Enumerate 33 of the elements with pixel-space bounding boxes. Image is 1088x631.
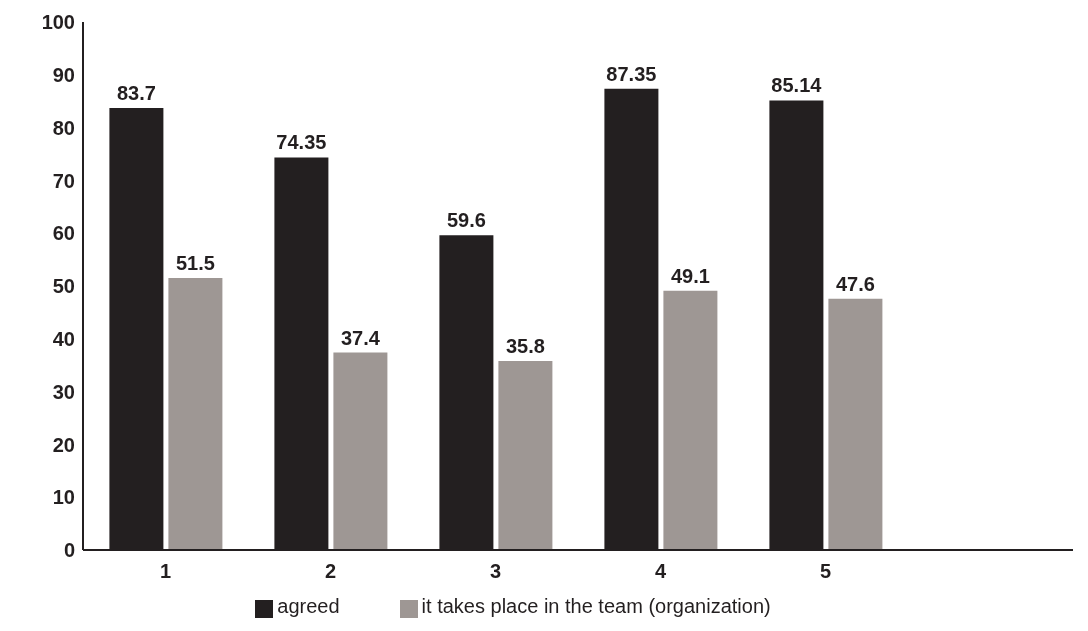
y-tick-label: 10 xyxy=(52,486,75,509)
data-label: 85.14 xyxy=(771,74,823,97)
y-tick-label: 0 xyxy=(63,539,75,562)
bar xyxy=(828,298,883,550)
bar xyxy=(333,352,388,550)
y-tick-label: 30 xyxy=(52,380,75,403)
x-tick-label: 5 xyxy=(819,560,832,583)
legend-label: agreed xyxy=(277,595,340,617)
data-label: 51.5 xyxy=(175,252,215,275)
y-tick-label: 80 xyxy=(52,116,75,139)
legend-label: it takes place in the team (organization) xyxy=(421,595,771,617)
x-tick-label: 4 xyxy=(654,560,667,583)
y-tick-label: 20 xyxy=(52,433,75,456)
y-tick-label: 60 xyxy=(52,222,75,245)
data-label: 59.6 xyxy=(446,209,486,232)
bar xyxy=(663,290,718,550)
bar xyxy=(168,278,223,550)
x-tick-label: 1 xyxy=(159,560,172,583)
data-label: 87.35 xyxy=(606,62,657,85)
data-label: 49.1 xyxy=(670,264,710,287)
x-tick-label: 3 xyxy=(489,560,502,583)
data-label: 35.8 xyxy=(505,334,545,357)
bar xyxy=(498,360,553,550)
y-tick-label: 90 xyxy=(52,63,75,86)
y-tick-label: 70 xyxy=(52,169,75,192)
y-tick-label: 50 xyxy=(52,275,75,298)
x-tick-label: 2 xyxy=(324,560,337,583)
data-label: 83.7 xyxy=(116,82,156,105)
data-label: 37.4 xyxy=(340,326,381,349)
y-tick-label: 40 xyxy=(52,327,75,350)
data-label: 47.6 xyxy=(835,272,875,295)
data-label: 74.35 xyxy=(276,131,327,154)
y-tick-label: 100 xyxy=(41,11,75,34)
